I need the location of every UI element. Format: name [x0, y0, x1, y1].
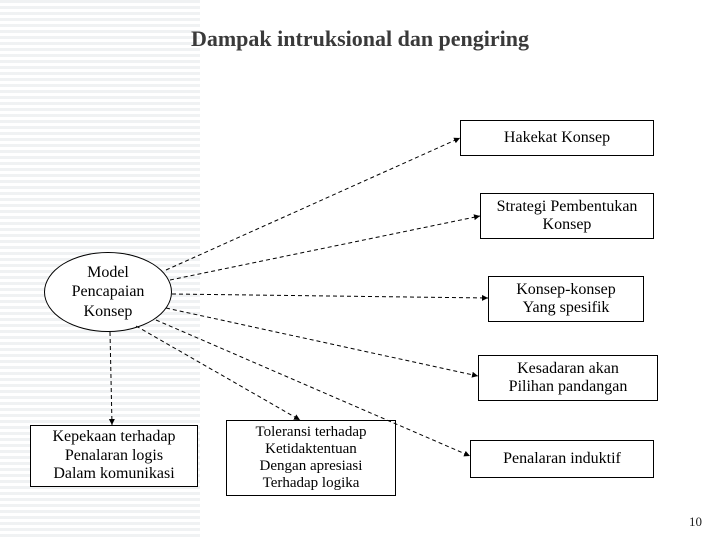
- box-hakekat-konsep: Hakekat Konsep: [460, 120, 654, 156]
- diagram-title: Dampak intruksional dan pengiring: [0, 26, 720, 52]
- box-kepekaan-terhadap-penalaran-logis: Kepekaan terhadap Penalaran logis Dalam …: [30, 425, 198, 487]
- box-label: Toleransi terhadap Ketidaktentuan Dengan…: [256, 424, 367, 493]
- box-label: Hakekat Konsep: [504, 129, 610, 147]
- box-label: Kesadaran akan Pilihan pandangan: [509, 360, 628, 397]
- box-label: Kepekaan terhadap Penalaran logis Dalam …: [52, 428, 175, 483]
- box-kesadaran-akan-pilihan-pandangan: Kesadaran akan Pilihan pandangan: [478, 355, 658, 401]
- edge-b1: [166, 138, 460, 270]
- edge-b4: [166, 308, 478, 376]
- center-node-model-pencapaian-konsep: Model Pencapaian Konsep: [44, 252, 172, 332]
- box-penalaran-induktif: Penalaran induktif: [470, 440, 654, 478]
- page-number: 10: [689, 514, 702, 530]
- box-toleransi-terhadap-ketidaktentuan: Toleransi terhadap Ketidaktentuan Dengan…: [226, 420, 396, 496]
- box-strategi-pembentukan-konsep: Strategi Pembentukan Konsep: [480, 193, 654, 239]
- box-konsep-konsep-yang-spesifik: Konsep-konsep Yang spesifik: [488, 276, 644, 322]
- center-node-label: Model Pencapaian Konsep: [72, 263, 145, 321]
- box-label: Strategi Pembentukan Konsep: [497, 198, 638, 235]
- edge-b2: [170, 216, 480, 280]
- edge-b3: [172, 294, 488, 298]
- box-label: Konsep-konsep Yang spesifik: [516, 281, 616, 318]
- box-label: Penalaran induktif: [503, 450, 621, 468]
